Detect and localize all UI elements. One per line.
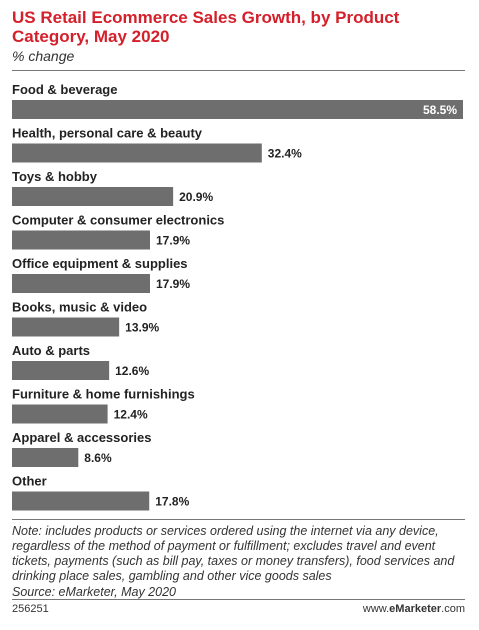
bar: [12, 404, 108, 424]
value-label: 17.8%: [155, 495, 189, 509]
category-label: Furniture & home furnishings: [12, 387, 195, 402]
category-label: Office equipment & supplies: [12, 256, 188, 271]
bar: [12, 317, 120, 337]
brand-name: eMarketer: [389, 603, 442, 615]
category-label: Computer & consumer electronics: [12, 213, 224, 228]
category-label: Books, music & video: [12, 300, 147, 315]
category-label: Health, personal care & beauty: [12, 126, 203, 141]
brand-url[interactable]: www.eMarketer.com: [363, 603, 465, 615]
brand-prefix: www.: [362, 603, 390, 615]
value-label: 13.9%: [125, 321, 159, 335]
bar: [12, 361, 110, 380]
chart-id: 256251: [12, 603, 49, 615]
value-label: 17.9%: [156, 234, 190, 248]
chart-source: Source: eMarketer, May 2020: [12, 585, 176, 599]
brand-suffix: .com: [441, 603, 465, 615]
bar: [12, 491, 150, 511]
bar: [12, 187, 174, 206]
category-label: Toys & hobby: [12, 169, 98, 184]
value-label: 32.4%: [268, 147, 302, 161]
source-divider: [12, 599, 465, 600]
footer-divider: [12, 519, 465, 520]
value-label: 12.4%: [114, 408, 148, 422]
category-label: Apparel & accessories: [12, 430, 151, 445]
bar: [12, 274, 150, 293]
header-divider: [12, 70, 465, 71]
bar: [12, 448, 79, 467]
value-label: 8.6%: [84, 451, 112, 465]
chart-title: US Retail Ecommerce Sales Growth, by Pro…: [12, 8, 400, 46]
value-label: 58.5%: [423, 103, 457, 117]
chart-note: Note: includes products or services orde…: [12, 524, 455, 583]
chart-subtitle: % change: [12, 48, 75, 64]
value-label: 20.9%: [179, 190, 213, 204]
bar-chart: Food & beverage 58.5% Health, personal car…: [12, 82, 463, 511]
category-label: Food & beverage: [12, 82, 117, 97]
category-label: Other: [12, 474, 47, 489]
bar: [12, 230, 150, 250]
bar: [12, 143, 262, 163]
bar: [12, 100, 463, 119]
category-label: Auto & parts: [12, 343, 90, 358]
value-label: 17.9%: [156, 277, 190, 291]
value-label: 12.6%: [115, 364, 149, 378]
